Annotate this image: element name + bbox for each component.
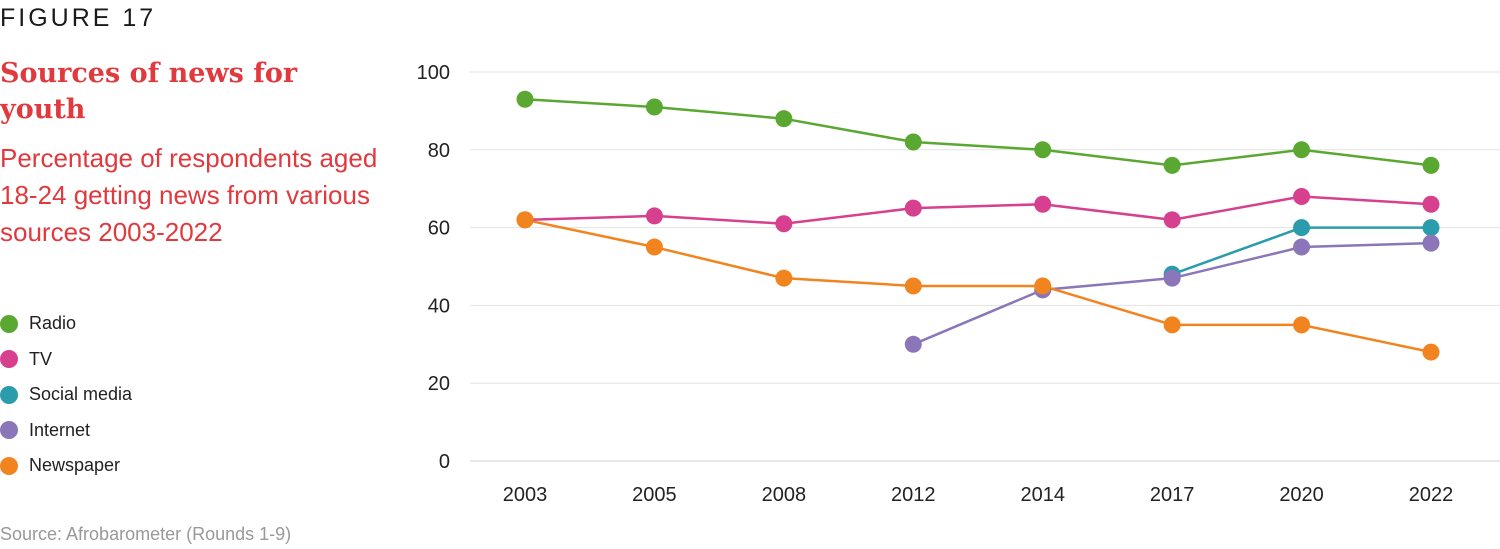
legend-item: TV bbox=[0, 342, 132, 378]
data-point-tv bbox=[1293, 187, 1311, 205]
y-tick-label: 60 bbox=[428, 218, 450, 240]
y-tick-label: 0 bbox=[439, 451, 450, 473]
data-point-internet bbox=[1422, 234, 1440, 252]
legend-label: Social media bbox=[29, 384, 133, 405]
legend-label: Newspaper bbox=[29, 455, 121, 476]
data-point-newspaper bbox=[1163, 316, 1181, 334]
series-line-tv bbox=[524, 195, 1432, 225]
legend-marker-icon bbox=[0, 314, 18, 333]
data-point-newspaper bbox=[1034, 277, 1052, 295]
chart-title: Sources of news for youth bbox=[0, 58, 298, 125]
data-point-tv bbox=[775, 215, 793, 233]
data-point-internet bbox=[1293, 238, 1311, 256]
legend-item: Radio bbox=[0, 306, 132, 342]
data-point-tv bbox=[1422, 195, 1440, 213]
source-note: Source: Afrobarometer (Rounds 1-9) bbox=[0, 524, 292, 544]
x-tick-label: 2012 bbox=[891, 484, 936, 506]
x-tick-label: 2008 bbox=[762, 484, 807, 506]
x-tick-label: 2017 bbox=[1150, 484, 1195, 506]
legend-item: Social media bbox=[0, 377, 132, 413]
legend-marker-icon bbox=[0, 385, 18, 404]
x-tick-label: 2020 bbox=[1279, 484, 1324, 506]
data-point-radio bbox=[904, 133, 922, 151]
legend-item: Newspaper bbox=[0, 448, 132, 484]
y-tick-label: 20 bbox=[428, 373, 450, 395]
data-point-newspaper bbox=[645, 238, 663, 256]
legend-marker-icon bbox=[0, 350, 18, 369]
x-tick-label: 2003 bbox=[503, 484, 548, 506]
legend-marker-icon bbox=[0, 456, 18, 475]
chart-subtitle: Percentage of respondents aged 18-24 get… bbox=[0, 143, 378, 247]
data-point-tv bbox=[904, 199, 922, 217]
data-point-radio bbox=[516, 90, 534, 108]
data-point-tv bbox=[1034, 195, 1052, 213]
data-point-tv bbox=[1163, 211, 1181, 229]
data-point-tv bbox=[645, 207, 663, 225]
legend-label: Radio bbox=[29, 313, 77, 334]
x-tick-label: 2014 bbox=[1020, 484, 1065, 506]
x-tick-label: 2022 bbox=[1409, 484, 1454, 506]
legend-marker-icon bbox=[0, 421, 18, 440]
data-point-radio bbox=[1034, 141, 1052, 159]
data-point-internet bbox=[904, 335, 922, 353]
data-point-radio bbox=[1163, 156, 1181, 174]
legend-label: TV bbox=[29, 348, 53, 369]
data-point-newspaper bbox=[904, 277, 922, 295]
y-tick-label: 40 bbox=[428, 295, 450, 317]
data-point-radio bbox=[1422, 156, 1440, 174]
legend-item: Internet bbox=[0, 413, 132, 449]
data-point-radio bbox=[775, 110, 793, 128]
legend-label: Internet bbox=[29, 419, 91, 440]
y-tick-label: 100 bbox=[417, 62, 450, 84]
series-line-newspaper bbox=[524, 218, 1432, 354]
data-point-radio bbox=[645, 98, 663, 116]
x-tick-label: 2005 bbox=[632, 484, 677, 506]
data-point-social-media bbox=[1293, 219, 1311, 237]
y-tick-label: 80 bbox=[428, 140, 450, 162]
data-point-newspaper bbox=[516, 211, 534, 229]
series-line-radio bbox=[524, 97, 1432, 167]
data-point-newspaper bbox=[775, 269, 793, 287]
data-point-social-media bbox=[1422, 219, 1440, 237]
data-point-newspaper bbox=[1422, 343, 1440, 361]
legend: Radio TV Social media Internet Newspaper bbox=[0, 306, 132, 484]
data-point-internet bbox=[1163, 269, 1181, 287]
data-point-newspaper bbox=[1293, 316, 1311, 334]
figure-label: FIGURE 17 bbox=[0, 4, 157, 32]
data-point-radio bbox=[1293, 141, 1311, 159]
